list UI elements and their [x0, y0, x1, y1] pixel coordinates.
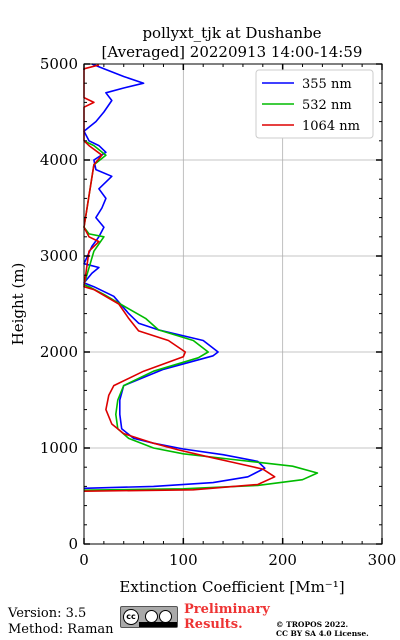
- footer-info: Version: 3.5 Method: Raman: [8, 606, 114, 638]
- legend: 355 nm 532 nm 1064 nm: [255, 69, 374, 139]
- x-tick-label: 300: [368, 551, 397, 569]
- legend-box: [255, 69, 374, 139]
- preliminary-notice: Preliminary Results.: [184, 602, 270, 632]
- chart-subtitle: [Averaged] 20220913 14:00-14:59: [102, 43, 363, 61]
- legend-label-1064: 1064 nm: [302, 119, 360, 134]
- grid-lines: [84, 64, 382, 544]
- y-tick-label: 3000: [40, 247, 78, 265]
- plot-frame: [83, 63, 383, 545]
- series-lines: [83, 63, 319, 492]
- series-line-1: [83, 140, 319, 491]
- x-tick-label: 0: [79, 551, 89, 569]
- copyright-line2: CC BY SA 4.0 License.: [276, 629, 369, 638]
- method-text: Method: Raman: [8, 622, 114, 637]
- cc-logo-icon: cc: [123, 609, 139, 625]
- x-axis-label: Extinction Coefficient [Mm⁻¹]: [119, 578, 344, 596]
- y-tick-label: 5000: [40, 55, 78, 73]
- y-tick-label: 4000: [40, 151, 78, 169]
- preliminary-line2: Results.: [184, 617, 243, 632]
- y-axis-label: Height (m): [9, 263, 27, 346]
- legend-label-532: 532 nm: [302, 98, 352, 113]
- copyright-line1: © TROPOS 2022.: [276, 620, 349, 629]
- preliminary-line1: Preliminary: [184, 602, 270, 617]
- copyright-notice: © TROPOS 2022. CC BY SA 4.0 License.: [276, 620, 369, 638]
- x-tick-label: 200: [268, 551, 297, 569]
- y-tick-label: 2000: [40, 343, 78, 361]
- x-tick-label: 100: [169, 551, 198, 569]
- license-strip: [139, 622, 177, 627]
- legend-label-355: 355 nm: [302, 77, 352, 92]
- version-text: Version: 3.5: [8, 606, 87, 621]
- chart-title: pollyxt_tjk at Dushanbe: [142, 24, 321, 42]
- y-tick-label: 0: [68, 535, 78, 553]
- cc-license-icon: cc: [120, 606, 178, 628]
- series-line-0: [83, 63, 266, 490]
- series-line-2: [83, 64, 276, 492]
- y-tick-label: 1000: [40, 439, 78, 457]
